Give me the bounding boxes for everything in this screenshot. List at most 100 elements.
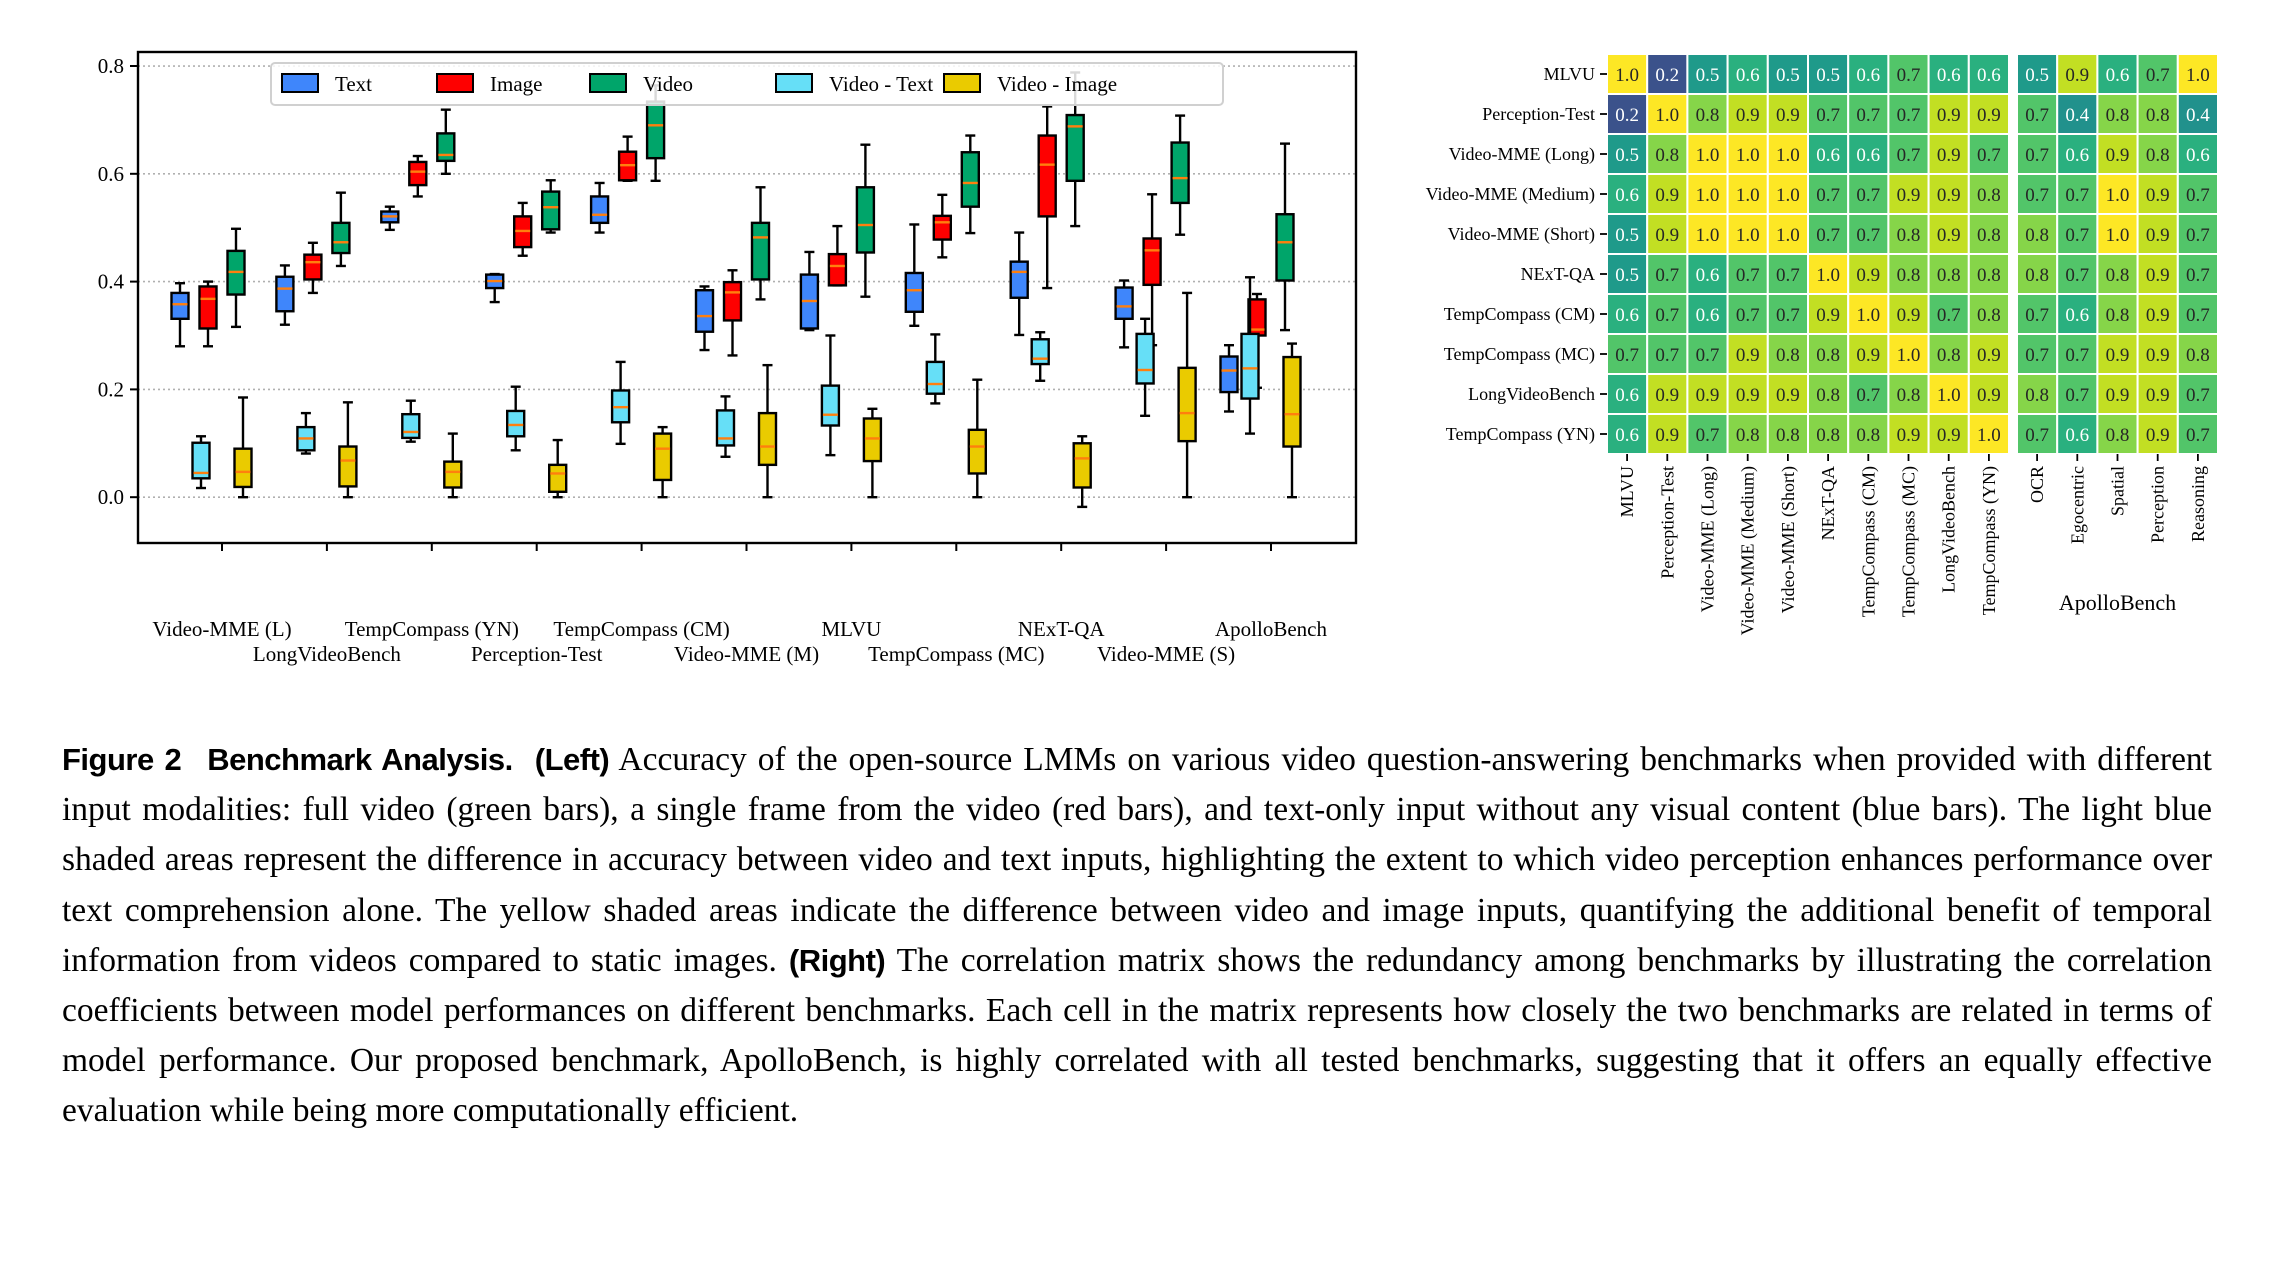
legend-label: Video - Image [997, 72, 1117, 96]
heatmap-cell-value: 0.9 [1977, 385, 2001, 406]
row-label: Video-MME (Short) [1448, 224, 1595, 245]
heatmap-cell [1887, 53, 1930, 95]
heatmap-cell-value: 0.8 [2106, 425, 2130, 446]
box-video-text [1135, 317, 1155, 418]
heatmap-cell-value: 0.9 [1937, 105, 1961, 126]
x-tick-label: LongVideoBench [253, 642, 402, 666]
heatmap-cell-value: 0.8 [2025, 385, 2049, 406]
heatmap-cell-value: 0.9 [1937, 225, 1961, 246]
heatmap-cell-value: 1.0 [1897, 345, 1921, 366]
heatmap-cell [1726, 293, 1769, 335]
heatmap-cell-value: 0.7 [1937, 305, 1961, 326]
box-body [408, 160, 428, 187]
heatmap-cell-value: 0.8 [1977, 225, 2001, 246]
heatmap-cell-value: 0.8 [1655, 145, 1679, 166]
heatmap-cell-value: 0.9 [1655, 425, 1679, 446]
heatmap-cell [2016, 413, 2059, 455]
heatmap-cell-value: 0.6 [1615, 185, 1639, 206]
box-text [799, 250, 820, 332]
heatmap-cell-value: 0.9 [2106, 145, 2130, 166]
col-label: NExT-QA [1818, 466, 1838, 540]
box-video-image [652, 425, 673, 499]
box-video-image [233, 396, 253, 499]
heatmap-cell [2136, 93, 2179, 135]
heatmap-cell [1726, 253, 1769, 295]
col-label: OCR [2027, 466, 2047, 503]
heatmap-cell-value: 0.4 [2065, 105, 2089, 126]
legend-swatch [436, 73, 474, 93]
heatmap-cell-value: 0.9 [1856, 345, 1880, 366]
x-tick-label: MLVU [821, 617, 881, 641]
heatmap-cell-value: 0.9 [1856, 265, 1880, 286]
heatmap-cell-value: 0.6 [2065, 425, 2089, 446]
heatmap-cell-value: 0.7 [1816, 105, 1840, 126]
box-video [541, 179, 561, 234]
box-video [1170, 114, 1190, 236]
heatmap-cell-value: 0.8 [1696, 105, 1720, 126]
heatmap-cell-value: 1.0 [1977, 425, 2001, 446]
heatmap-cell-value: 0.7 [1816, 185, 1840, 206]
heatmap-cell [1847, 253, 1890, 295]
heatmap-cell-value: 0.7 [2025, 305, 2049, 326]
heatmap-cell-value: 0.7 [1897, 105, 1921, 126]
heatmap-cell [1967, 173, 2011, 215]
legend: Text Image Video Video - Text Video - Image [270, 62, 1224, 106]
box-body [1177, 366, 1197, 443]
heatmap-cell-value: 0.9 [1816, 305, 1840, 326]
heatmap-cell-value: 0.9 [2146, 305, 2170, 326]
box-image [1142, 193, 1162, 347]
heatmap-cell [1887, 93, 1930, 135]
box-body [1275, 213, 1295, 282]
heatmap-cell-value: 0.7 [1897, 145, 1921, 166]
heatmap-cell-value: 0.7 [1736, 305, 1760, 326]
x-tick-label: TempCompass (YN) [345, 617, 519, 641]
legend-item: Video - Text [775, 72, 933, 96]
heatmap-cell [2056, 373, 2099, 415]
heatmap-cell [1686, 253, 1729, 295]
heatmap-cell-value: 0.9 [1937, 185, 1961, 206]
heatmap-cell-value: 1.0 [1696, 145, 1720, 166]
heatmap-cell-value: 0.7 [2065, 225, 2089, 246]
heatmap-cell-value: 0.7 [2186, 305, 2210, 326]
heatmap-cell-value: 1.0 [1615, 65, 1639, 86]
legend-item: Video - Image [943, 72, 1117, 96]
heatmap-cell-value: 0.2 [1655, 65, 1679, 86]
heatmap-cell-value: 0.8 [2025, 225, 2049, 246]
row-label: Video-MME (Medium) [1426, 184, 1595, 205]
box-body [694, 289, 715, 333]
heatmap-cell [2016, 53, 2059, 95]
heatmap-cell-value: 0.7 [2025, 425, 2049, 446]
heatmap-cell [1686, 133, 1729, 175]
caption-left-text: Accuracy of the open-source LMMs on vari… [62, 741, 2212, 979]
heatmap-cell-value: 1.0 [1655, 105, 1679, 126]
heatmap-cell-value: 0.7 [2186, 385, 2210, 406]
caption-left-label: (Left) [534, 742, 610, 777]
heatmap-cell-value: 0.4 [2186, 105, 2210, 126]
box-text [1114, 279, 1134, 349]
row-label: LongVideoBench [1468, 384, 1595, 404]
col-label: Spatial [2108, 466, 2128, 516]
heatmap-cell-value: 0.7 [2025, 145, 2049, 166]
heatmap-cell-value: 0.6 [2186, 145, 2210, 166]
col-label: Perception-Test [1657, 466, 1677, 579]
heatmap-cell-value: 0.9 [1897, 185, 1921, 206]
x-tick-label: ApolloBench [1215, 617, 1327, 641]
box-image [617, 135, 638, 183]
box-image [722, 269, 743, 357]
y-tick-label: 0.8 [98, 54, 124, 78]
box-video-text [191, 435, 211, 490]
heatmap-cell [1847, 293, 1890, 335]
heatmap-cell-value: 0.7 [2186, 265, 2210, 286]
heatmap-cell-value: 1.0 [1736, 145, 1760, 166]
x-tick-label: Perception-Test [471, 642, 603, 666]
heatmap-cell-value: 0.8 [1977, 265, 2001, 286]
box-video [855, 143, 876, 298]
heatmap-cell-value: 0.7 [1856, 225, 1880, 246]
heatmap-cell-value: 0.7 [1655, 345, 1679, 366]
heatmap-cell-value: 0.7 [1856, 385, 1880, 406]
heatmap-cell-value: 0.8 [1897, 385, 1921, 406]
box-body [1065, 113, 1085, 183]
heatmap-cell-value: 1.0 [2186, 65, 2210, 86]
box-text [170, 282, 190, 348]
box-body [1219, 355, 1239, 394]
